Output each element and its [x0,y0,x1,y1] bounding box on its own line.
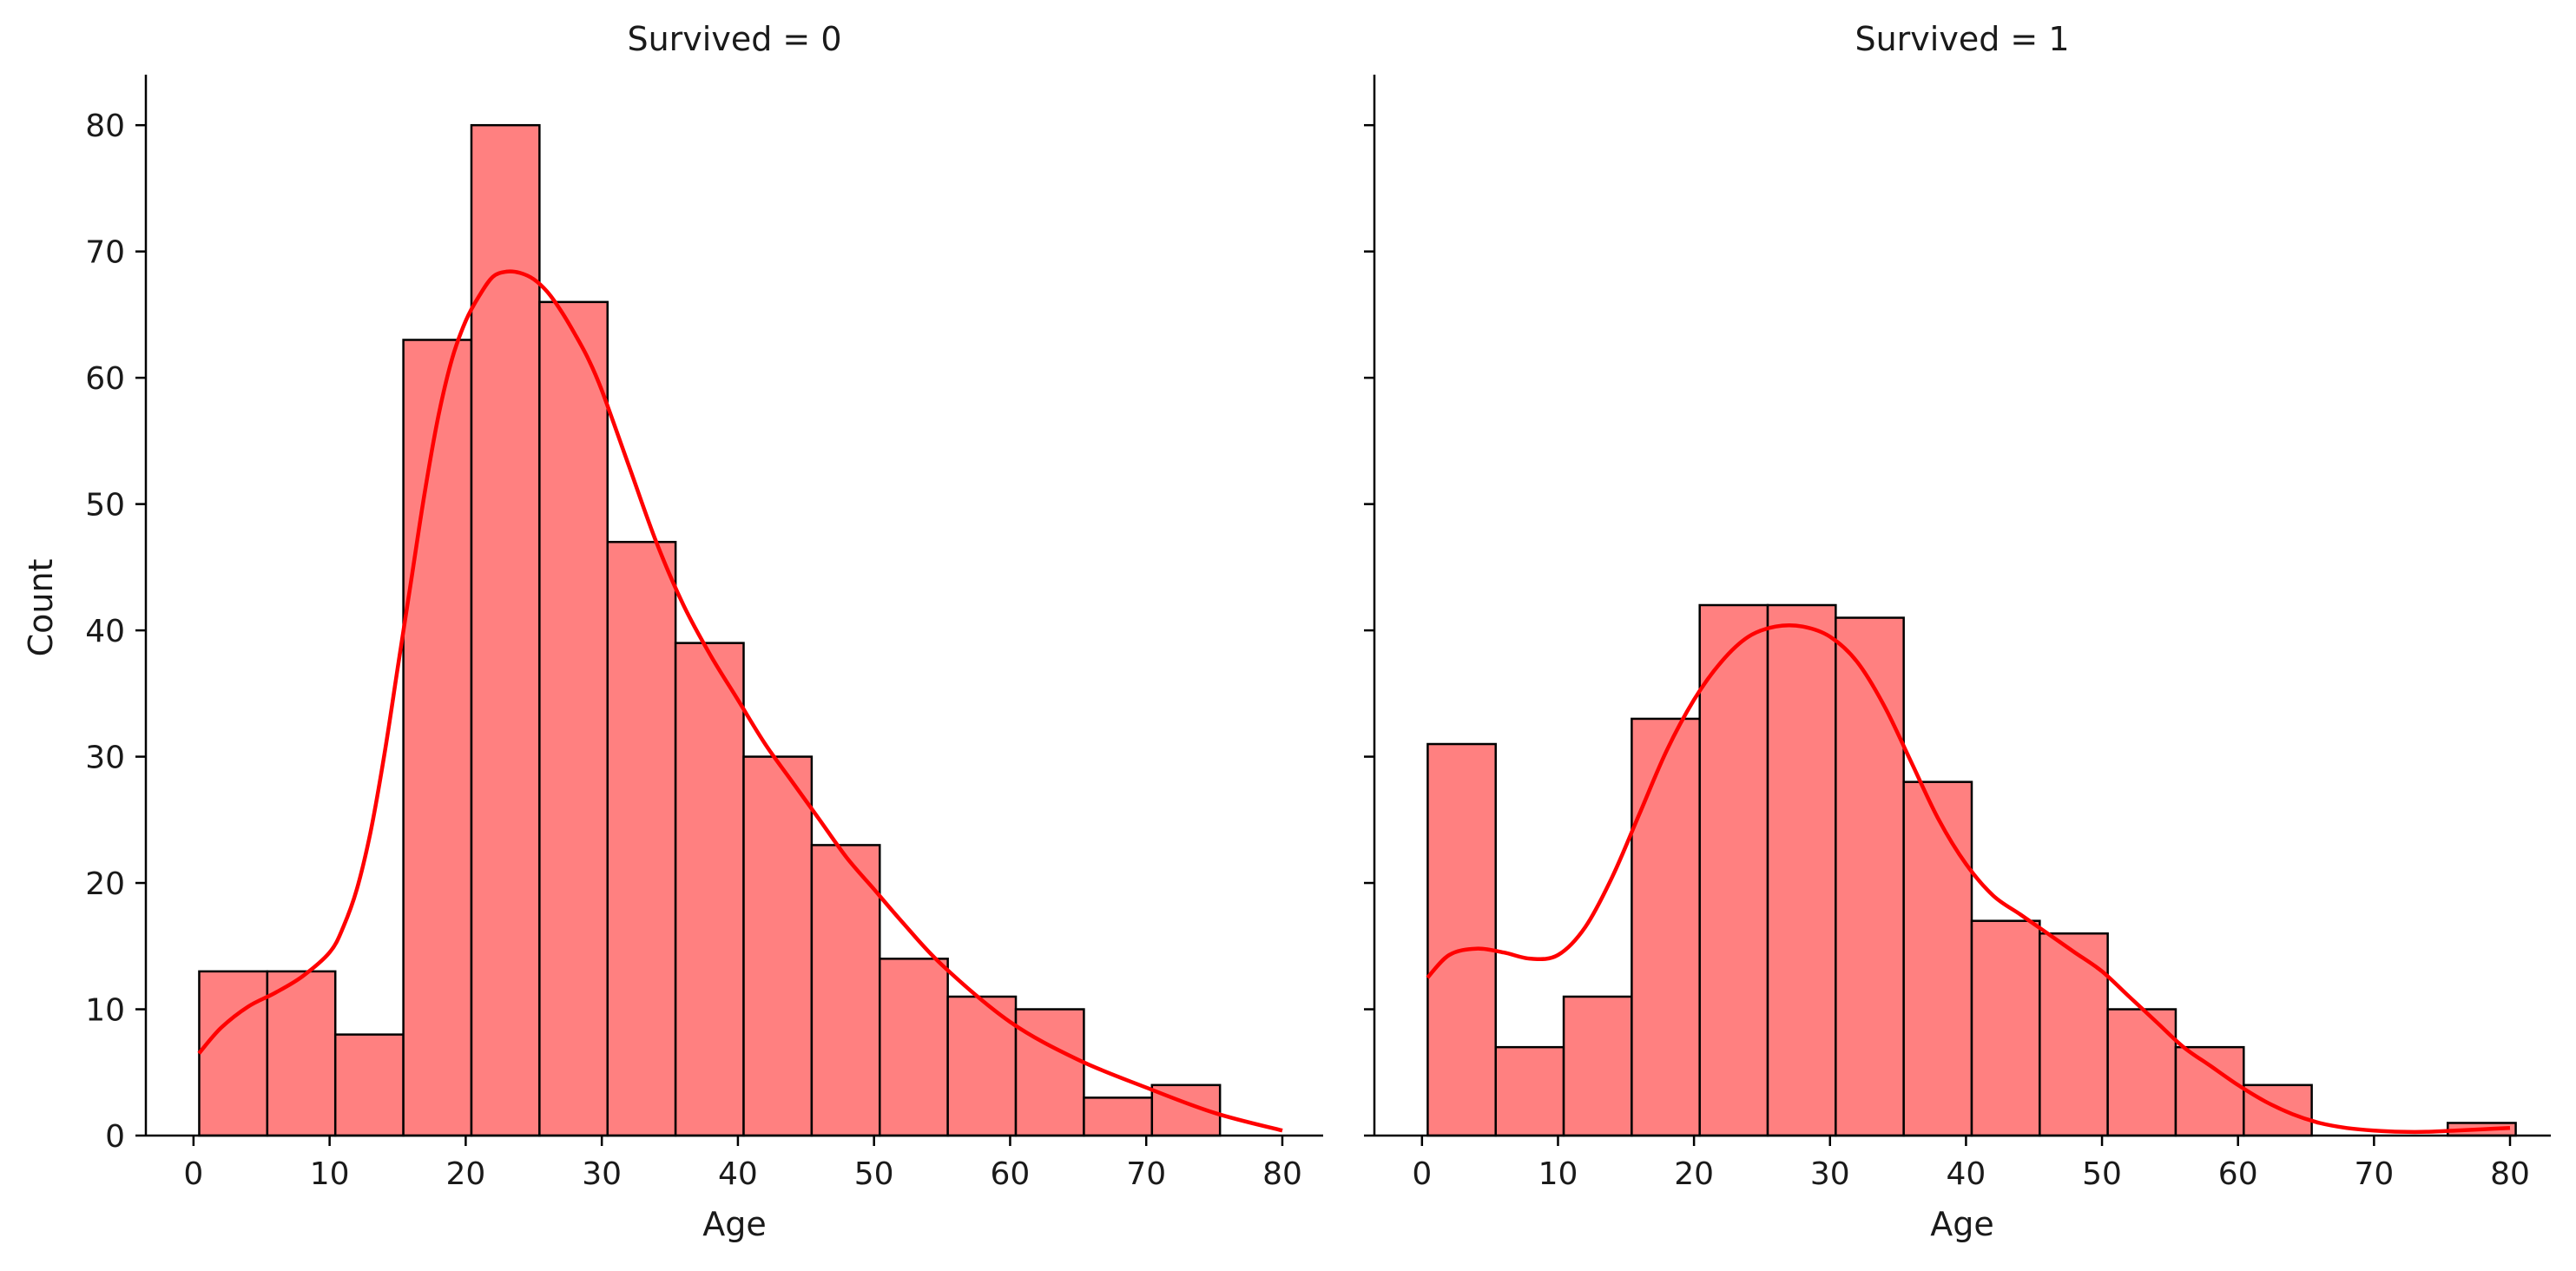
kde-curve [1426,623,2511,1135]
facet-title: Survived = 1 [1855,20,2069,58]
histogram-bar [606,541,677,1137]
x-tick-label: 80 [2490,1156,2530,1192]
x-tick-label: 60 [2218,1156,2258,1192]
histogram-bar [1902,780,1973,1137]
histogram-bar [198,970,269,1137]
x-tick-label: 10 [310,1156,350,1192]
histogram-bar [1970,919,2041,1137]
histogram-bar [333,1033,405,1137]
histogram-bar [1631,717,1701,1137]
x-tick-label: 30 [1810,1156,1850,1192]
x-axis-ticks: 0 10 20 30 40 50 60 70 80 [1412,1136,2530,1192]
histogram-bar [742,755,814,1137]
y-axis-label: Count [22,559,60,657]
x-tick-label: 20 [1674,1156,1714,1192]
y-tick-label: 60 [85,361,125,397]
y-tick-label: 30 [85,741,125,776]
y-tick-label: 20 [85,866,125,902]
x-tick-label: 50 [854,1156,894,1192]
x-tick-label: 30 [582,1156,622,1192]
x-tick-label: 40 [718,1156,758,1192]
y-tick-label: 10 [85,993,125,1029]
histogram-bar [1426,742,1497,1137]
y-tick-label: 40 [85,614,125,649]
histogram-bar [879,958,949,1137]
x-tick-label: 40 [1947,1156,1986,1192]
histogram-bar [402,339,473,1137]
x-axis-ticks: 0 10 20 30 40 50 60 70 80 [183,1136,1302,1192]
facet-survived-0: Survived = 0 0 10 20 30 40 50 60 70 80 0 10 20 30 40… [22,20,1323,1243]
x-tick-label: 70 [1126,1156,1166,1192]
histogram-bar [674,642,745,1137]
histogram-bar [1014,1008,1085,1137]
facet-survived-1: Survived = 1 0 10 20 30 40 50 60 70 80 Age [1364,20,2551,1243]
x-tick-label: 50 [2082,1156,2122,1192]
x-tick-label: 60 [991,1156,1031,1192]
histogram-bar [2039,932,2109,1137]
y-axis-ticks [1364,123,1374,1137]
x-tick-label: 20 [445,1156,485,1192]
y-tick-label: 0 [105,1119,125,1155]
y-axis-ticks: 0 10 20 30 40 50 60 70 80 [85,109,146,1155]
histogram-bar [1562,995,1633,1137]
histogram-bars [1426,603,2517,1137]
histogram-bar [810,844,881,1137]
y-tick-label: 50 [85,488,125,524]
histogram-bar [538,300,609,1137]
histogram-bar [1835,616,1905,1137]
x-tick-label: 80 [1262,1156,1302,1192]
x-tick-label: 70 [2354,1156,2394,1192]
histogram-bar [1766,603,1837,1137]
histogram-bar [2243,1083,2313,1137]
x-axis-label: Age [1930,1205,1994,1243]
y-tick-label: 70 [85,235,125,271]
facet-title: Survived = 0 [627,20,841,58]
histogram-bar [1083,1096,1154,1137]
histogram-bar [1698,603,1769,1137]
x-tick-label: 10 [1538,1156,1578,1192]
histogram-bar [2174,1045,2245,1137]
histogram-bars [198,123,1222,1137]
histogram-bar [266,970,337,1137]
kde-curve [197,269,1283,1133]
histogram-bar [1494,1045,1565,1137]
y-tick-label: 80 [85,109,125,144]
x-tick-label: 0 [1412,1156,1432,1192]
x-axis-label: Age [702,1205,767,1243]
x-tick-label: 0 [183,1156,203,1192]
